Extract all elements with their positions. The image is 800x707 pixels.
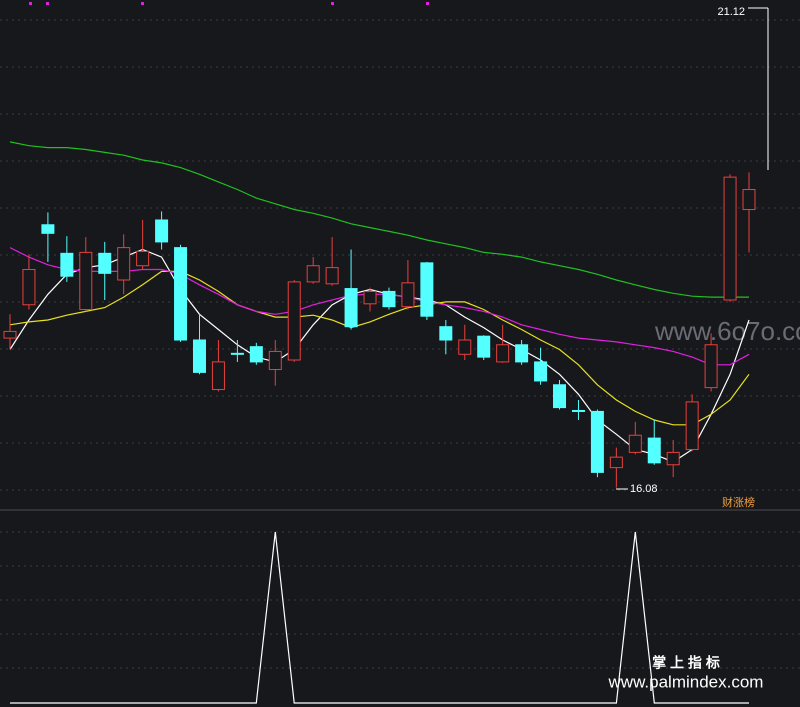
grid: [0, 19, 800, 669]
candle-body: [287, 281, 301, 361]
signal-line: [10, 531, 749, 704]
candle-body: [325, 267, 339, 285]
candle-body: [117, 247, 131, 281]
candle-body: [515, 344, 529, 363]
candle-body: [723, 176, 737, 301]
candle-body: [666, 451, 680, 466]
candle-body: [363, 290, 377, 305]
moving-average: [9, 270, 750, 426]
moving-average: [9, 141, 749, 298]
candle-body: [98, 252, 112, 274]
candle-body: [420, 262, 434, 317]
badge: 财涨榜: [722, 495, 755, 509]
candle-body: [553, 384, 567, 409]
candle-body: [306, 265, 320, 283]
candle-body: [704, 344, 718, 389]
max-label: 21.12: [717, 6, 745, 18]
top-dots: [29, 2, 429, 5]
candle-body: [685, 401, 699, 451]
watermark: www.6o7o.com: [654, 316, 800, 346]
plot: [3, 141, 756, 704]
footer-title: 掌 上 指 标: [652, 655, 720, 671]
candle-body: [211, 361, 225, 391]
candle-body: [628, 434, 642, 453]
candle-body: [79, 251, 93, 311]
candle-body: [609, 456, 623, 469]
min-label: 16.08: [630, 483, 658, 495]
moving-average: [9, 247, 750, 366]
candle-body: [742, 189, 756, 211]
candle-body: [136, 250, 150, 267]
candle-body: [249, 346, 263, 363]
candle-body: [571, 409, 585, 412]
moving-average: [9, 248, 750, 463]
candle-body: [496, 344, 510, 363]
candle-body: [647, 437, 661, 464]
candle-body: [534, 361, 548, 382]
candle-body: [439, 326, 453, 341]
candle-body: [230, 352, 244, 355]
candle-body: [458, 339, 472, 355]
candle-body: [401, 282, 415, 308]
candle-body: [41, 224, 55, 234]
candle-body: [192, 339, 206, 373]
candle-body: [60, 252, 74, 277]
candle-body: [344, 288, 358, 328]
footer-url: www.palmindex.com: [608, 672, 764, 691]
candle-body: [590, 410, 604, 473]
candle-body: [3, 330, 17, 339]
candle-body: [268, 350, 282, 371]
candle-body: [174, 247, 188, 341]
candle-body: [382, 290, 396, 308]
candle-body: [155, 219, 169, 243]
candle-body: [22, 269, 36, 306]
candle-body: [477, 335, 491, 358]
